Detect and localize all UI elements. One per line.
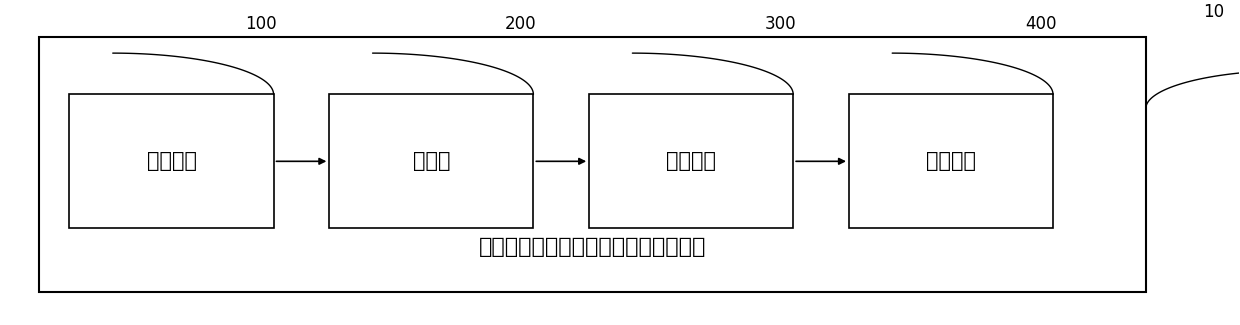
Text: 300: 300 <box>765 16 796 33</box>
Bar <box>69 95 274 228</box>
Text: 100: 100 <box>246 16 277 33</box>
Bar <box>589 95 794 228</box>
Bar <box>849 95 1053 228</box>
Text: 400: 400 <box>1025 16 1056 33</box>
Bar <box>38 37 1146 292</box>
Text: 分汽装置: 分汽装置 <box>926 151 976 171</box>
Text: 基于全花板生产工艺的分布式能源系统: 基于全花板生产工艺的分布式能源系统 <box>479 237 706 257</box>
Text: 发电机: 发电机 <box>413 151 450 171</box>
Text: 燃气轮机: 燃气轮机 <box>146 151 196 171</box>
Bar <box>330 95 533 228</box>
Text: 200: 200 <box>505 16 537 33</box>
Text: 10: 10 <box>1203 3 1224 21</box>
Text: 余热锅炉: 余热锅炉 <box>666 151 717 171</box>
